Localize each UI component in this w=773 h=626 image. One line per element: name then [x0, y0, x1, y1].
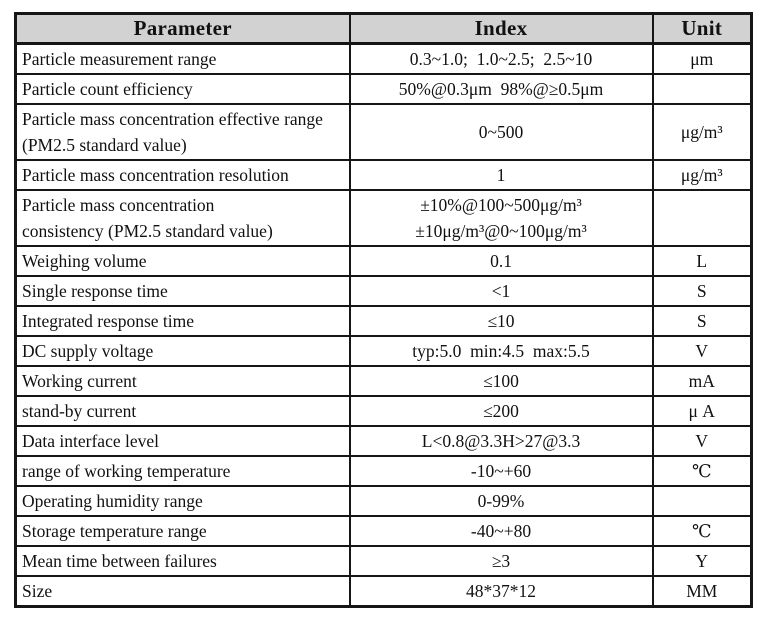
index-cell: 1 — [348, 159, 654, 191]
table-row: Storage temperature range -40~+80 ℃ — [14, 515, 753, 547]
unit-cell: V — [651, 335, 753, 367]
table-row: Mean time between failures ≥3 Y — [14, 545, 753, 577]
table-row: DC supply voltage typ:5.0 min:4.5 max:5.5… — [14, 335, 753, 367]
unit-cell — [651, 189, 753, 247]
table-row: Particle mass concentration effective ra… — [14, 103, 753, 161]
table-row: Particle measurement range 0.3~1.0; 1.0~2… — [14, 42, 753, 75]
unit-cell — [651, 73, 753, 105]
header-row: Parameter Index Unit — [14, 12, 753, 45]
index-cell: 0~500 — [348, 103, 654, 161]
param-cell: Operating humidity range — [14, 485, 351, 517]
table-row: Integrated response time ≤10 S — [14, 305, 753, 337]
unit-cell: μg/m³ — [651, 159, 753, 191]
index-cell: ≤10 — [348, 305, 654, 337]
unit-cell: L — [651, 245, 753, 277]
unit-cell: ℃ — [651, 515, 753, 547]
table-row: Weighing volume 0.1 L — [14, 245, 753, 277]
param-cell: Mean time between failures — [14, 545, 351, 577]
param-cell: Particle mass concentration consistency … — [14, 189, 351, 247]
param-cell: Integrated response time — [14, 305, 351, 337]
table-row: stand-by current ≤200 μ A — [14, 395, 753, 427]
index-cell: 0.1 — [348, 245, 654, 277]
unit-cell: μ A — [651, 395, 753, 427]
param-cell: Particle count efficiency — [14, 73, 351, 105]
index-cell: -10~+60 — [348, 455, 654, 487]
unit-cell: μg/m³ — [651, 103, 753, 161]
unit-cell — [651, 485, 753, 517]
param-cell: Particle mass concentration effective ra… — [14, 103, 351, 161]
index-cell: typ:5.0 min:4.5 max:5.5 — [348, 335, 654, 367]
header-unit: Unit — [651, 12, 753, 45]
param-cell: Data interface level — [14, 425, 351, 457]
unit-cell: Y — [651, 545, 753, 577]
index-cell: L<0.8@3.3H>27@3.3 — [348, 425, 654, 457]
table-row: Working current ≤100 mA — [14, 365, 753, 397]
unit-cell: μm — [651, 42, 753, 75]
param-cell: Particle mass concentration resolution — [14, 159, 351, 191]
table-row: Particle mass concentration consistency … — [14, 189, 753, 247]
index-cell: <1 — [348, 275, 654, 307]
unit-cell: V — [651, 425, 753, 457]
unit-cell: S — [651, 275, 753, 307]
table-row: Operating humidity range 0-99% — [14, 485, 753, 517]
param-cell: DC supply voltage — [14, 335, 351, 367]
header-parameter: Parameter — [14, 12, 351, 45]
unit-cell: MM — [651, 575, 753, 608]
param-cell: Storage temperature range — [14, 515, 351, 547]
index-cell: ±10%@100~500μg/m³ ±10μg/m³@0~100μg/m³ — [348, 189, 654, 247]
index-cell: ≤200 — [348, 395, 654, 427]
header-index: Index — [348, 12, 654, 45]
unit-cell: mA — [651, 365, 753, 397]
index-cell: 0-99% — [348, 485, 654, 517]
table-row: Size 48*37*12 MM — [14, 575, 753, 608]
index-cell: 0.3~1.0; 1.0~2.5; 2.5~10 — [348, 42, 654, 75]
param-cell: Size — [14, 575, 351, 608]
index-cell: 48*37*12 — [348, 575, 654, 608]
table-row: Data interface level L<0.8@3.3H>27@3.3 V — [14, 425, 753, 457]
param-cell: stand-by current — [14, 395, 351, 427]
table-row: Particle count efficiency 50%@0.3μm 98%@≥… — [14, 73, 753, 105]
spec-table: Parameter Index Unit Particle measuremen… — [14, 12, 753, 608]
param-cell: Particle measurement range — [14, 42, 351, 75]
table-row: Particle mass concentration resolution 1 μ… — [14, 159, 753, 191]
param-cell: Weighing volume — [14, 245, 351, 277]
index-cell: ≥3 — [348, 545, 654, 577]
table-row: range of working temperature -10~+60 ℃ — [14, 455, 753, 487]
param-cell: range of working temperature — [14, 455, 351, 487]
unit-cell: ℃ — [651, 455, 753, 487]
index-cell: -40~+80 — [348, 515, 654, 547]
index-cell: ≤100 — [348, 365, 654, 397]
unit-cell: S — [651, 305, 753, 337]
param-cell: Working current — [14, 365, 351, 397]
page: Parameter Index Unit Particle measuremen… — [0, 12, 773, 626]
param-cell: Single response time — [14, 275, 351, 307]
table-row: Single response time <1 S — [14, 275, 753, 307]
spec-table-body: Particle measurement range 0.3~1.0; 1.0~2… — [14, 42, 753, 608]
index-cell: 50%@0.3μm 98%@≥0.5μm — [348, 73, 654, 105]
